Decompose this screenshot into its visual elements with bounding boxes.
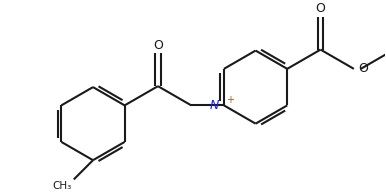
- Text: O: O: [153, 39, 163, 52]
- Text: O: O: [359, 62, 368, 75]
- Text: CH₃: CH₃: [52, 181, 72, 191]
- Text: O: O: [316, 2, 325, 15]
- Text: +: +: [226, 95, 234, 105]
- Text: N: N: [210, 99, 219, 112]
